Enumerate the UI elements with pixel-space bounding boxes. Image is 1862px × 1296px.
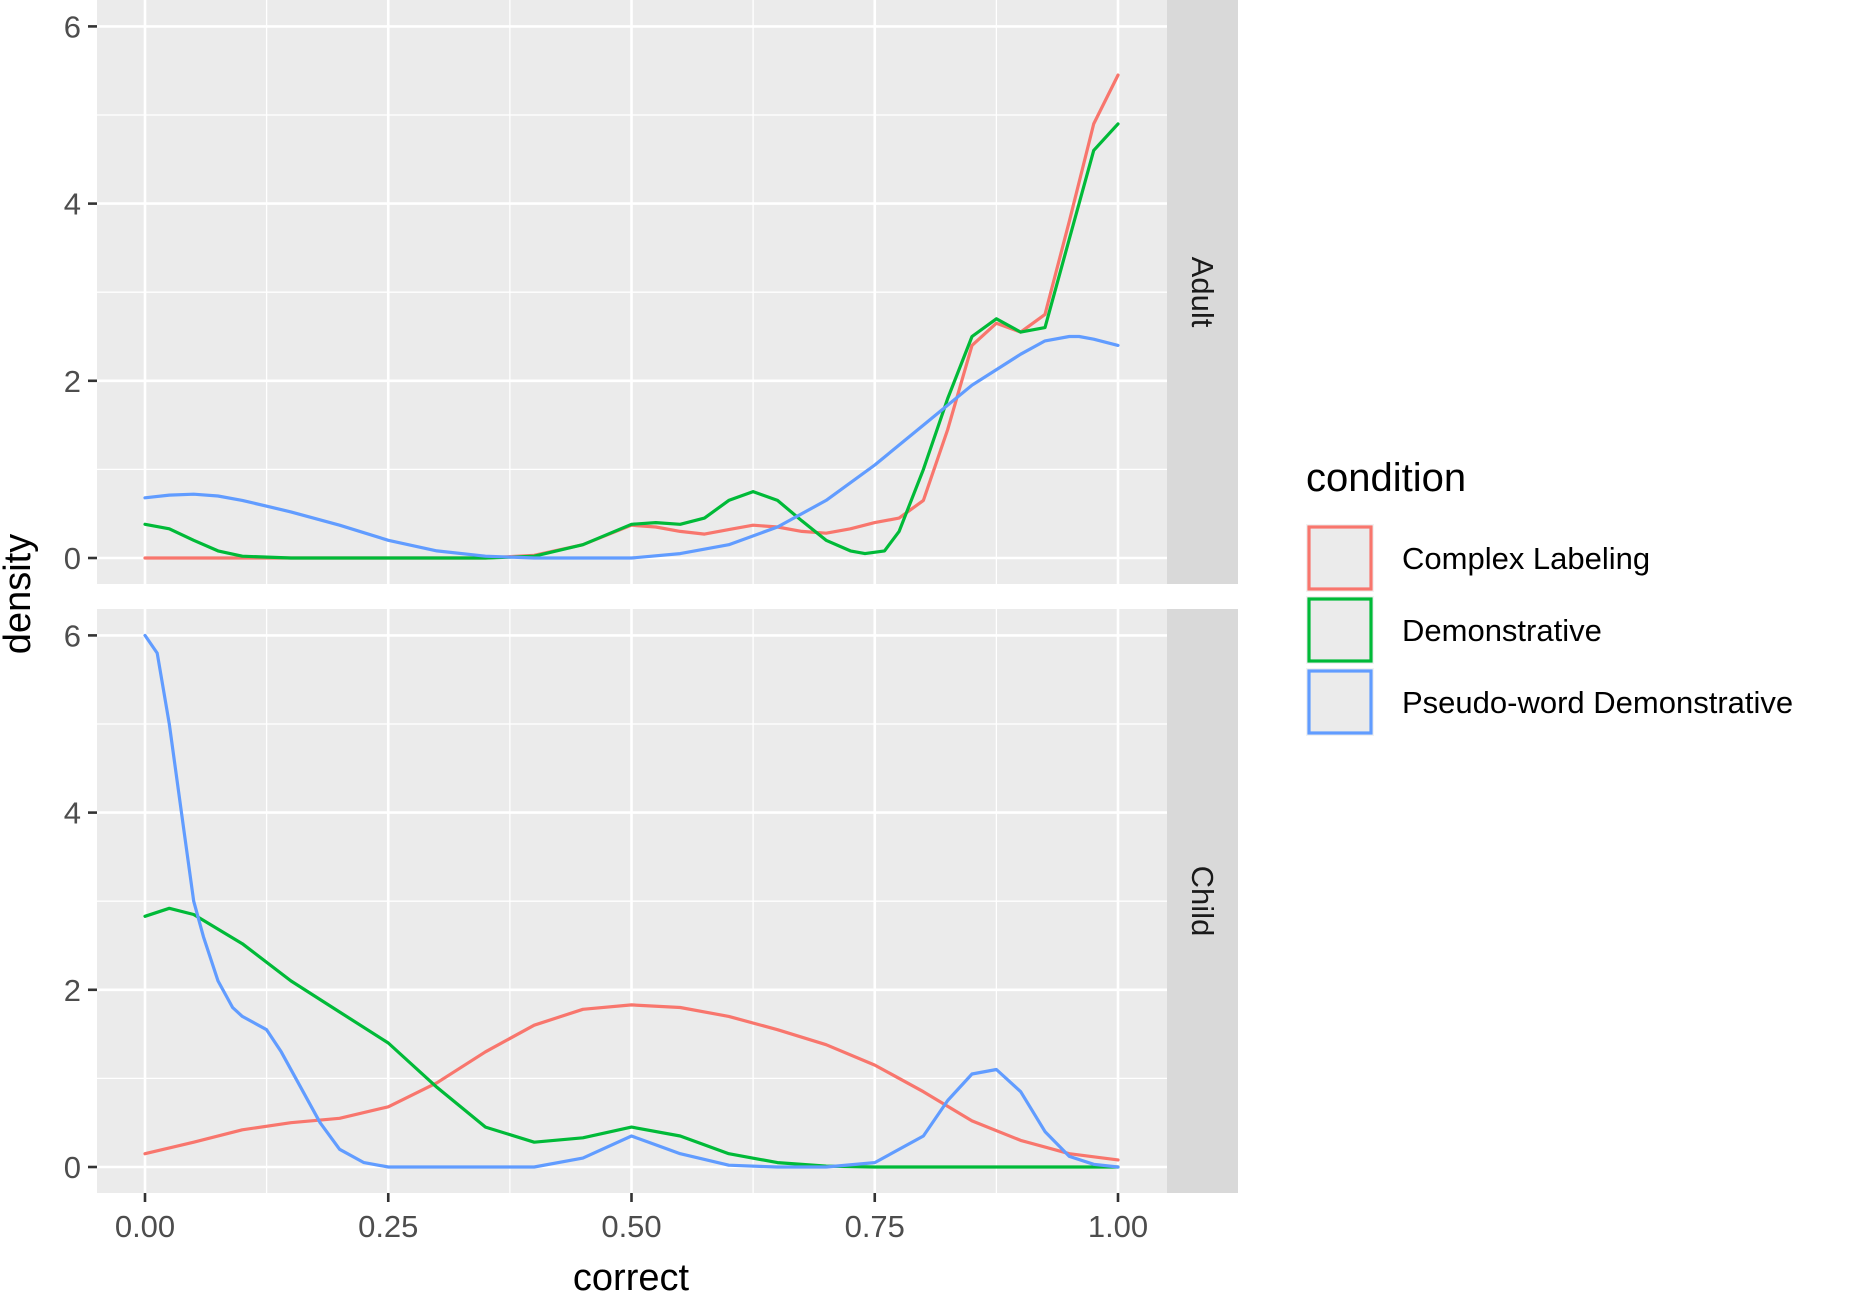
legend-label: Demonstrative <box>1402 613 1602 648</box>
x-tick-label: 0.75 <box>845 1209 905 1244</box>
y-tick-label: 6 <box>64 9 81 44</box>
y-tick-label: 4 <box>64 796 81 831</box>
legend-item: Demonstrative <box>1306 596 1602 664</box>
y-tick-label: 6 <box>64 618 81 653</box>
line-demonstrative <box>143 906 1120 1169</box>
x-axis-title: correct <box>573 1257 690 1296</box>
panel-child: 0 2 4 6 Child <box>64 609 1238 1193</box>
x-tick-label: 0.00 <box>115 1209 175 1244</box>
y-tick-label: 0 <box>64 541 81 576</box>
chart-panels: 0 2 4 6 Adult 0 2 4 6 Child 0.00 0.25 0.50 0.75 1.00 <box>64 0 1238 1244</box>
major-gridlines <box>97 0 1167 584</box>
facet-strip-label: Child <box>1185 866 1220 937</box>
series-lines <box>143 633 1120 1169</box>
legend-key <box>1307 597 1373 663</box>
y-tick-label: 2 <box>64 364 81 399</box>
y-tick-label: 2 <box>64 973 81 1008</box>
x-tick-label: 1.00 <box>1088 1209 1148 1244</box>
panel-adult: 0 2 4 6 Adult <box>64 0 1238 584</box>
facet-strip <box>1167 0 1238 584</box>
line-demonstrative <box>143 122 1120 560</box>
y-tick-label: 0 <box>64 1150 81 1185</box>
y-axis-title: density <box>0 534 39 654</box>
legend-label: Complex Labeling <box>1402 541 1650 576</box>
legend-key <box>1307 669 1373 735</box>
legend-item: Complex Labeling <box>1306 524 1650 592</box>
line-complex-labeling <box>143 1003 1120 1162</box>
series-lines <box>143 73 1120 560</box>
legend: condition Complex Labeling Demonstrative Ps… <box>1306 456 1793 736</box>
legend-title: condition <box>1306 456 1466 500</box>
facet-strip <box>1167 609 1238 1193</box>
legend-label: Pseudo-word Demonstrative <box>1402 685 1793 720</box>
legend-key <box>1307 525 1373 591</box>
line-pseudo-word-demonstrative <box>143 633 1120 1169</box>
x-axis: 0.00 0.25 0.50 0.75 1.00 <box>115 1193 1148 1244</box>
line-pseudo-word-demonstrative <box>143 334 1120 560</box>
x-tick-label: 0.50 <box>601 1209 661 1244</box>
facet-strip-label: Adult <box>1185 257 1220 328</box>
legend-item: Pseudo-word Demonstrative <box>1306 668 1793 736</box>
x-tick-label: 0.25 <box>358 1209 418 1244</box>
y-tick-label: 4 <box>64 187 81 222</box>
